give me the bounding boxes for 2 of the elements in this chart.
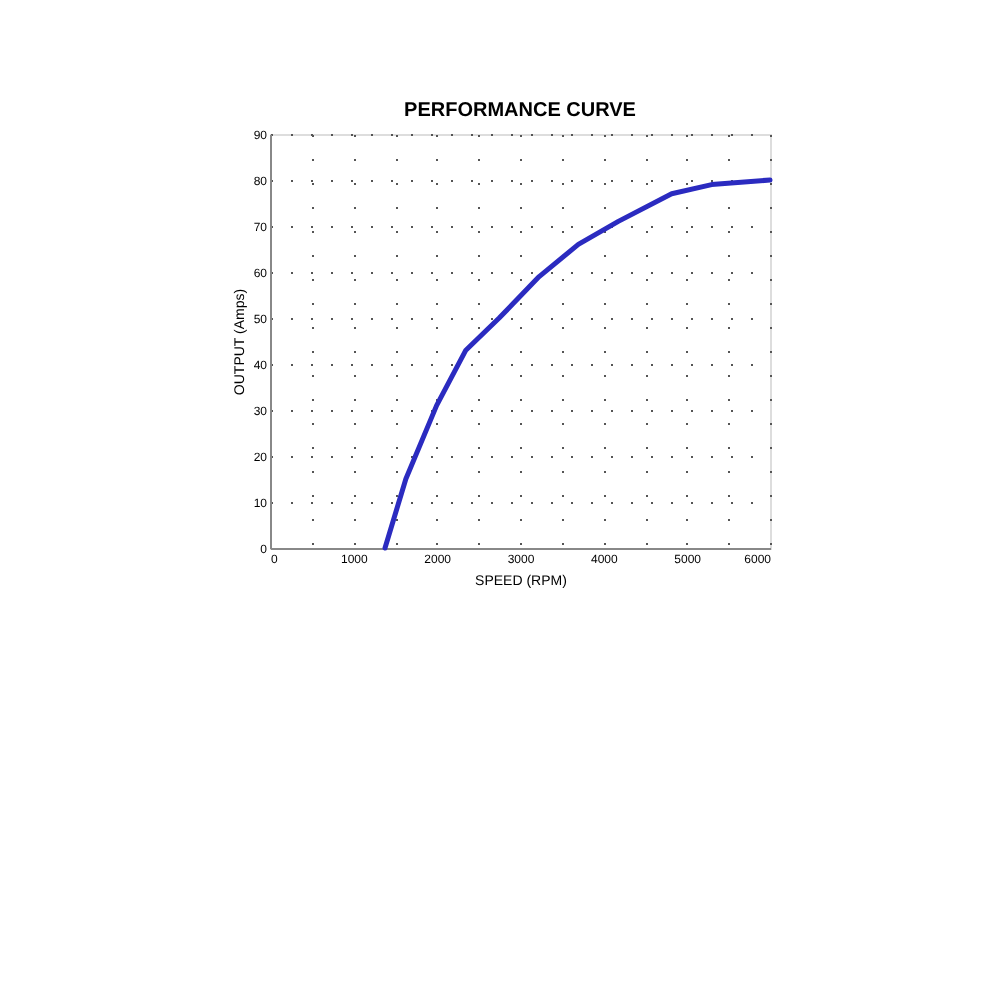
line-series — [382, 177, 773, 551]
chart-title: PERFORMANCE CURVE — [404, 100, 637, 122]
